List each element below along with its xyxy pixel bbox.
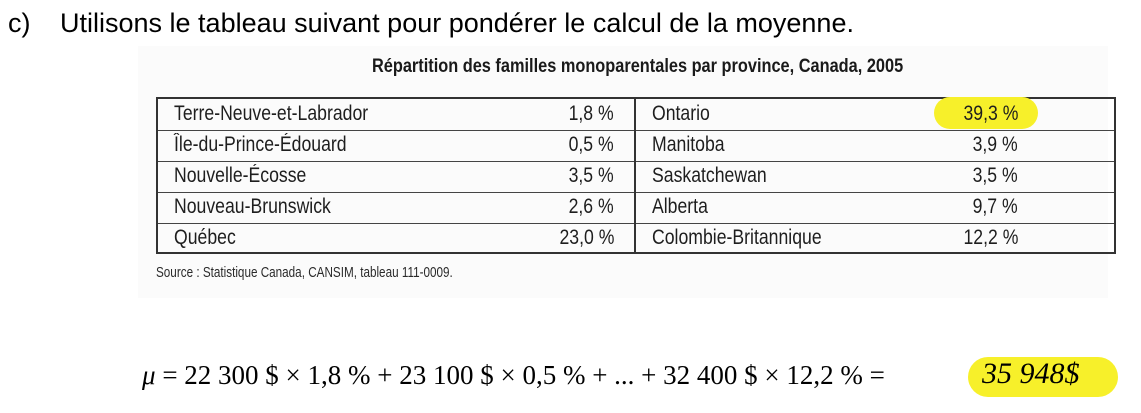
table-row: Nouveau-Brunswick 2,6 % bbox=[158, 192, 634, 224]
province-value: 3,5 % bbox=[568, 164, 614, 187]
province-value: 1,8 % bbox=[568, 102, 614, 125]
mean-symbol: μ bbox=[142, 360, 156, 390]
province-name: Manitoba bbox=[652, 133, 725, 156]
table-row: Nouvelle-Écosse 3,5 % bbox=[158, 161, 634, 193]
table-row: Manitoba 3,9 % bbox=[636, 130, 1114, 162]
province-name: Nouvelle-Écosse bbox=[174, 164, 307, 187]
province-name: Colombie-Britannique bbox=[652, 226, 822, 249]
province-value: 23,0 % bbox=[559, 226, 614, 249]
question-text: Utilisons le tableau suivant pour pondér… bbox=[60, 8, 854, 38]
province-name: Québec bbox=[174, 226, 236, 249]
province-value: 2,6 % bbox=[568, 195, 614, 218]
province-name: Île-du-Prince-Édouard bbox=[174, 133, 347, 156]
result-highlight bbox=[968, 357, 1118, 397]
province-name: Ontario bbox=[652, 102, 710, 125]
province-name: Nouveau-Brunswick bbox=[174, 195, 331, 218]
province-name: Alberta bbox=[652, 195, 708, 218]
table-right-column: Ontario 39,3 % Manitoba 3,9 % Saskatchew… bbox=[636, 97, 1114, 254]
province-value: 3,9 % bbox=[972, 133, 1018, 156]
province-value: 3,5 % bbox=[972, 164, 1018, 187]
value-highlight bbox=[934, 97, 1038, 129]
table-row: Alberta 9,7 % bbox=[636, 192, 1114, 224]
question-line: c) Utilisons le tableau suivant pour pond… bbox=[8, 8, 854, 39]
province-table: Terre-Neuve-et-Labrador 1,8 % Île-du-Pri… bbox=[156, 97, 1116, 254]
table-row: Ontario 39,3 % bbox=[636, 97, 1114, 131]
table-title: Répartition des familles monoparentales … bbox=[371, 56, 904, 77]
province-name: Saskatchewan bbox=[652, 164, 767, 187]
table-row: Île-du-Prince-Édouard 0,5 % bbox=[158, 130, 634, 162]
table-row: Saskatchewan 3,5 % bbox=[636, 161, 1114, 193]
mean-formula: μ = 22 300 $ × 1,8 % + 23 100 $ × 0,5 % … bbox=[142, 360, 885, 391]
table-row: Terre-Neuve-et-Labrador 1,8 % bbox=[158, 99, 634, 131]
formula-expression: = 22 300 $ × 1,8 % + 23 100 $ × 0,5 % + … bbox=[155, 360, 885, 390]
table-row: Colombie-Britannique 12,2 % bbox=[636, 223, 1114, 254]
question-label: c) bbox=[8, 8, 31, 38]
scanned-table-background bbox=[138, 46, 1108, 298]
table-row: Québec 23,0 % bbox=[158, 223, 634, 254]
province-value: 0,5 % bbox=[568, 133, 614, 156]
table-source: Source : Statistique Canada, CANSIM, tab… bbox=[156, 264, 453, 281]
province-value: 12,2 % bbox=[963, 226, 1018, 249]
formula-result: 35 948$ bbox=[982, 357, 1080, 390]
province-value-highlighted: 39,3 % bbox=[963, 102, 1018, 125]
table-left-column: Terre-Neuve-et-Labrador 1,8 % Île-du-Pri… bbox=[158, 99, 636, 252]
province-name: Terre-Neuve-et-Labrador bbox=[174, 102, 369, 125]
province-value: 9,7 % bbox=[972, 195, 1018, 218]
